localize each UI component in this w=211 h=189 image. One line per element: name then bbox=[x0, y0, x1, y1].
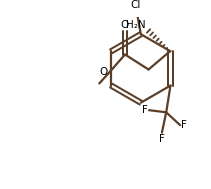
Text: F: F bbox=[159, 134, 165, 144]
Text: F: F bbox=[142, 105, 148, 115]
Text: O: O bbox=[121, 20, 129, 30]
Text: F: F bbox=[181, 120, 187, 130]
Text: Cl: Cl bbox=[130, 0, 141, 10]
Text: O: O bbox=[99, 67, 107, 77]
Text: H₂N: H₂N bbox=[126, 20, 145, 30]
